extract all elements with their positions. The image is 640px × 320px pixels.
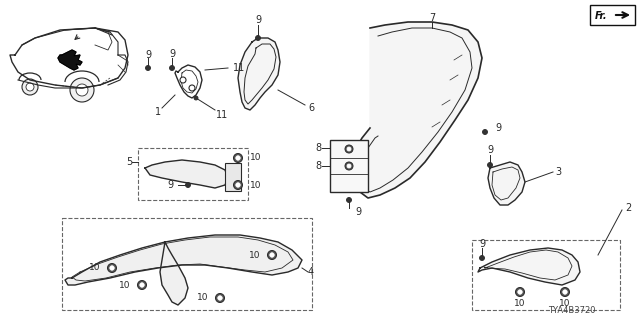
Circle shape xyxy=(236,183,240,187)
Polygon shape xyxy=(58,50,82,70)
Text: 10: 10 xyxy=(515,299,525,308)
Polygon shape xyxy=(238,38,280,110)
Circle shape xyxy=(236,156,240,160)
Text: 11: 11 xyxy=(233,63,245,73)
Text: 11: 11 xyxy=(216,110,228,120)
Bar xyxy=(590,5,635,25)
Circle shape xyxy=(109,266,115,270)
Text: 9: 9 xyxy=(479,239,485,249)
Polygon shape xyxy=(352,22,482,198)
Circle shape xyxy=(180,77,186,83)
Text: 8: 8 xyxy=(316,161,322,171)
Polygon shape xyxy=(145,160,228,188)
Text: 9: 9 xyxy=(145,50,151,60)
Circle shape xyxy=(145,66,150,70)
Text: 10: 10 xyxy=(118,281,130,290)
Circle shape xyxy=(76,84,88,96)
Text: 10: 10 xyxy=(250,154,262,163)
Circle shape xyxy=(26,83,34,91)
Text: 9: 9 xyxy=(487,145,493,155)
Text: 5: 5 xyxy=(125,157,132,167)
Circle shape xyxy=(189,85,195,91)
Circle shape xyxy=(488,163,493,167)
Circle shape xyxy=(561,287,570,297)
Text: 10: 10 xyxy=(196,293,208,302)
Circle shape xyxy=(140,283,144,287)
Circle shape xyxy=(255,36,260,41)
Bar xyxy=(472,240,620,310)
Circle shape xyxy=(186,182,191,188)
Circle shape xyxy=(268,251,276,260)
Bar xyxy=(225,163,241,191)
Text: 2: 2 xyxy=(625,203,631,213)
Circle shape xyxy=(194,96,198,100)
Text: 9: 9 xyxy=(168,180,174,190)
Text: 10: 10 xyxy=(250,180,262,189)
Circle shape xyxy=(515,287,525,297)
Text: 9: 9 xyxy=(255,15,261,25)
Circle shape xyxy=(347,164,351,168)
Bar xyxy=(138,148,248,200)
Circle shape xyxy=(218,296,222,300)
Text: Fr.: Fr. xyxy=(595,11,607,21)
Polygon shape xyxy=(160,242,188,305)
Circle shape xyxy=(170,66,175,70)
Text: 8: 8 xyxy=(316,143,322,153)
Circle shape xyxy=(22,79,38,95)
Circle shape xyxy=(347,147,351,151)
Bar xyxy=(62,218,312,310)
Circle shape xyxy=(108,263,116,273)
Polygon shape xyxy=(478,248,580,285)
Text: 4: 4 xyxy=(308,267,314,277)
Bar xyxy=(330,140,368,192)
Text: 9: 9 xyxy=(495,123,501,133)
Text: 7: 7 xyxy=(429,13,435,23)
Circle shape xyxy=(269,253,275,257)
Text: 10: 10 xyxy=(88,263,100,273)
Circle shape xyxy=(138,281,147,290)
Text: 9: 9 xyxy=(355,207,361,217)
Circle shape xyxy=(234,154,243,163)
Text: 9: 9 xyxy=(169,49,175,59)
Text: 6: 6 xyxy=(308,103,314,113)
Circle shape xyxy=(563,290,567,294)
Circle shape xyxy=(479,255,484,260)
Circle shape xyxy=(345,145,353,153)
Circle shape xyxy=(70,78,94,102)
Text: 1: 1 xyxy=(155,107,161,117)
Text: TYA4B3720: TYA4B3720 xyxy=(548,306,595,315)
Circle shape xyxy=(518,290,522,294)
Circle shape xyxy=(346,197,351,203)
Text: 3: 3 xyxy=(555,167,561,177)
Polygon shape xyxy=(488,162,525,205)
Circle shape xyxy=(345,162,353,170)
Circle shape xyxy=(216,293,225,302)
Circle shape xyxy=(483,130,488,134)
Text: 10: 10 xyxy=(248,251,260,260)
Text: 10: 10 xyxy=(559,299,571,308)
Circle shape xyxy=(234,180,243,189)
Polygon shape xyxy=(65,235,302,285)
